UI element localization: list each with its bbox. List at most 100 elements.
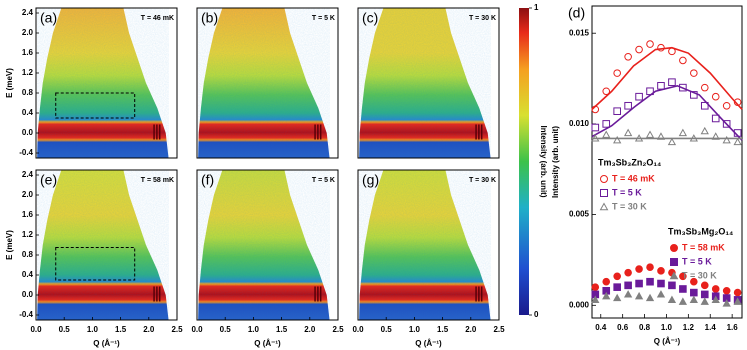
legend-title: Tm₃Sb₃Zn₂O₁₄ [598,157,661,167]
point [722,299,731,307]
point [624,101,632,110]
point [689,134,698,142]
point [689,295,698,304]
temperature-label: T = 46 mK [141,15,174,22]
intensity-noise [359,170,491,320]
point [722,101,731,110]
temperature-label: T = 58 mK [141,177,174,184]
point [679,285,687,293]
point [613,69,621,77]
x-tick-label: 1.0 [409,325,421,334]
intensity-noise [198,8,330,158]
x-tick-label: 1.2 [683,323,695,332]
legend-marker [600,189,608,197]
x-tick-label: 0.8 [639,323,651,332]
point [657,267,665,275]
point [657,279,665,288]
point [613,135,622,144]
point [656,132,666,140]
temperature-label: T = 5 K [312,15,335,22]
point [591,134,600,142]
y-tick-label: 2.0 [22,190,34,199]
bragg-line [156,286,158,302]
point [668,281,676,290]
y-tick-label: 1.6 [22,48,34,57]
bragg-line [475,124,477,140]
y-tick-label: 0.0 [22,290,34,299]
y-axis-label: E (meV) [5,68,14,98]
point [634,134,644,142]
panel-frame [35,169,178,321]
panel-frame [196,169,339,321]
intensity-noise [37,8,169,158]
point [602,87,611,96]
point [668,47,676,56]
point [613,107,621,116]
point [679,56,687,65]
bragg-line [480,286,483,302]
legend-label: T = 30 K [612,201,647,211]
point [679,83,687,92]
y-tick-label: 1.2 [22,230,34,239]
point [678,128,688,137]
y-tick-label: -0.4 [19,310,33,319]
point [635,45,643,54]
point [602,291,611,300]
point [602,130,611,138]
bragg-line [314,124,316,140]
integration-box [55,247,136,281]
plot-frame [591,5,743,319]
point [657,43,665,52]
bragg-line [158,286,161,302]
point [700,101,709,110]
panel-frame [196,7,339,159]
point [711,285,720,293]
point [690,91,698,99]
x-tick-label: 1.4 [705,323,717,332]
point [613,272,621,281]
bragg-line [153,286,155,302]
point [645,130,655,138]
panel-label: (a) [40,10,57,26]
bragg-line [317,124,319,140]
panel-label: (e) [40,172,57,188]
point [690,277,698,286]
point [722,286,731,295]
y-tick-label: 0.000 [569,300,590,309]
point [690,69,698,77]
point [722,135,731,144]
point [700,297,709,305]
point [700,290,709,299]
x-tick-label: 1.5 [437,325,449,334]
temperature-label: T = 30 K [469,15,496,22]
colorbar-tick-label: 1 [534,3,539,12]
temperature-label: T = 5 K [312,177,335,184]
bragg-line [480,124,483,140]
point [679,272,687,281]
y-tick-label: 2.4 [22,8,34,17]
x-tick-label: 1.5 [115,325,127,334]
point [733,98,742,106]
point [700,83,709,92]
x-tick-label: 2.0 [304,325,316,334]
y-tick-label: 0.4 [22,108,34,117]
y-tick-label: 0.005 [569,210,590,219]
point [623,290,633,298]
legend-marker [669,271,679,280]
point [613,293,622,302]
point [711,295,720,304]
legend-title: Tm₃Sb₃Mg₂O₁₄ [668,226,733,236]
x-tick-label: 0.0 [30,325,42,334]
panel-label: (g) [362,172,379,188]
point [646,277,654,286]
point [635,279,643,288]
fit-line [591,84,743,141]
legend-label: T = 58 mK [682,242,725,252]
point [711,114,720,123]
y-tick-label: -0.4 [19,148,33,157]
point [667,295,677,304]
y-tick-label: 0.010 [569,119,590,128]
x-tick-label: 0.5 [220,325,232,334]
bragg-line [478,124,480,140]
colorbar-tick-label: 0 [534,310,539,319]
